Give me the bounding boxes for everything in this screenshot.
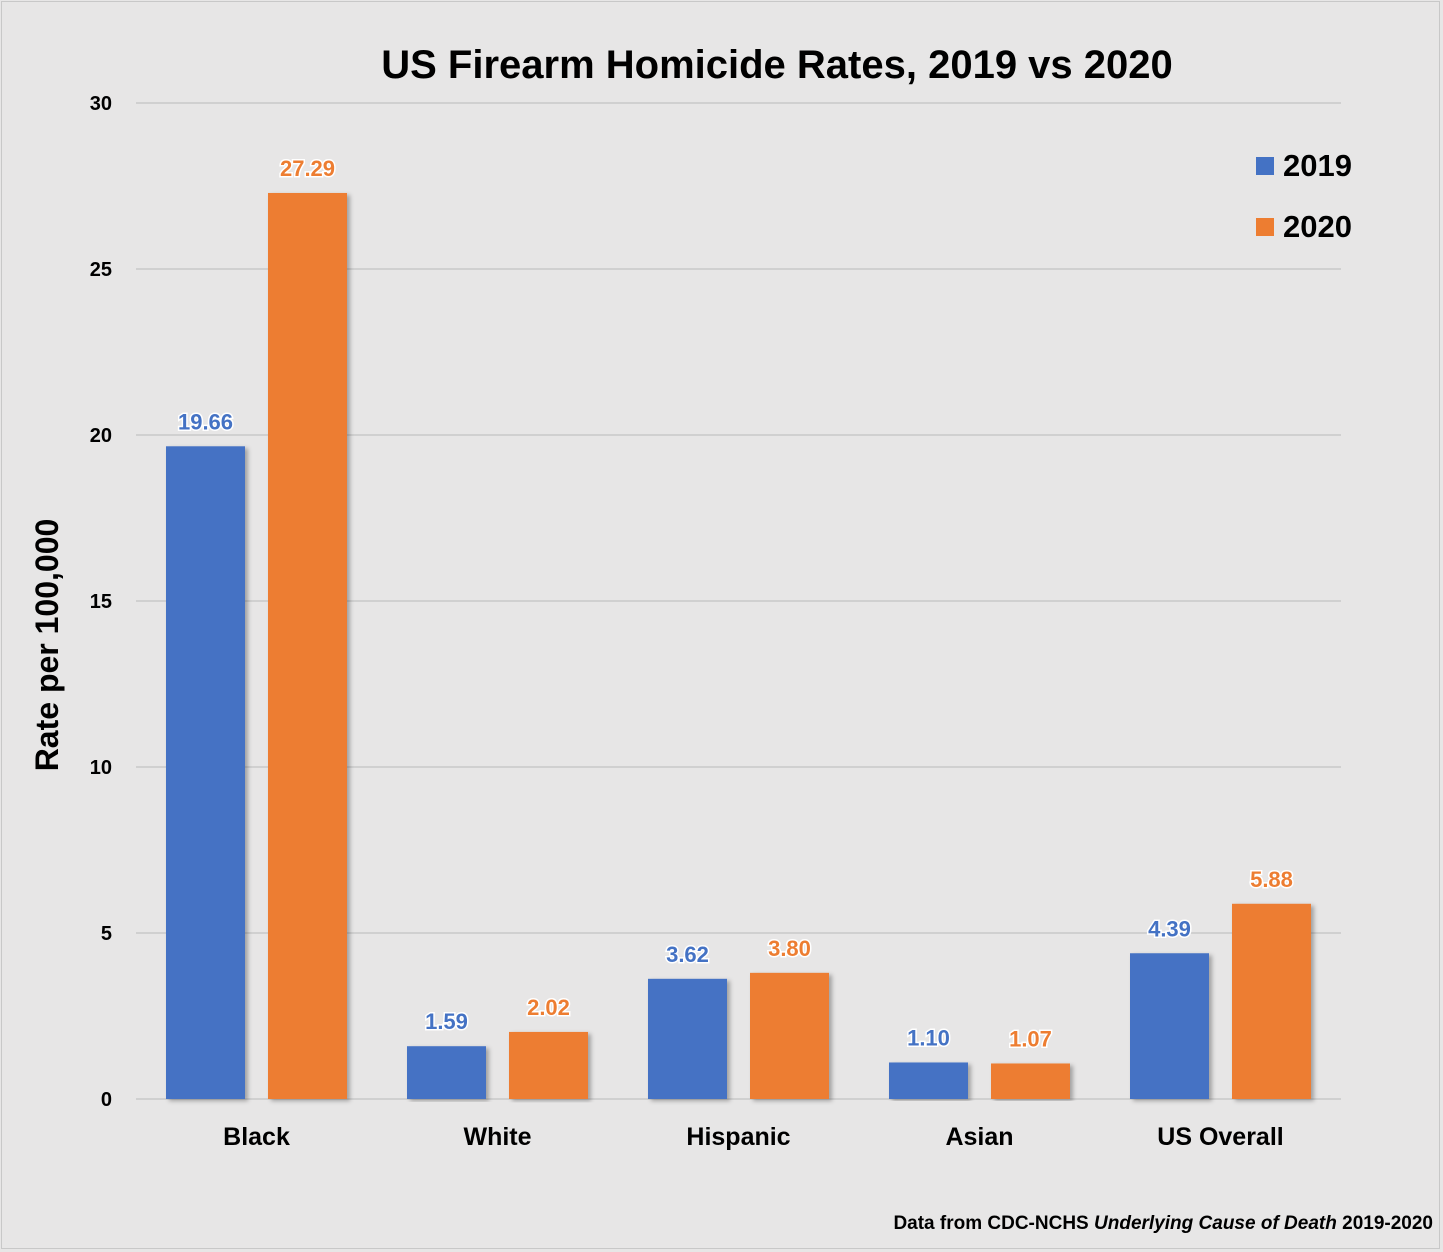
bars	[166, 192, 1311, 1100]
y-tick-label: 25	[90, 259, 112, 281]
y-tick-label: 30	[90, 93, 112, 115]
legend-swatch-2020	[1256, 218, 1274, 236]
bar-2020-asian	[991, 1063, 1070, 1099]
y-tick-label: 0	[101, 1089, 112, 1111]
bar-2020-black	[268, 192, 347, 1100]
y-tick-label: 5	[101, 923, 112, 945]
data-label: 4.39	[1148, 916, 1191, 941]
data-label: 1.59	[425, 1009, 468, 1034]
source-note: Data from CDC-NCHS Underlying Cause of D…	[893, 1213, 1433, 1234]
y-axis-ticks: 0 5 10 15 20 25 30	[90, 93, 112, 1111]
y-tick-label: 20	[90, 425, 112, 447]
bar-2019-white	[407, 1046, 486, 1099]
data-label: 3.62	[666, 942, 709, 967]
y-axis-label: Rate per 100,000	[29, 519, 65, 772]
bar-2019-asian	[889, 1062, 968, 1099]
x-tick-label: Hispanic	[686, 1123, 790, 1151]
data-label: 1.10	[907, 1025, 950, 1050]
bar-2020-hispanic	[750, 972, 829, 1099]
bar-2020-us-overall	[1232, 903, 1311, 1099]
x-tick-label: Black	[223, 1123, 290, 1151]
data-label: 27.29	[280, 156, 335, 181]
bar-2020-white	[509, 1031, 588, 1099]
legend-swatch-2019	[1256, 157, 1274, 175]
legend-label-2020: 2020	[1283, 209, 1352, 244]
bar-2019-hispanic	[648, 978, 727, 1099]
bar-2019-black	[166, 446, 245, 1100]
data-label: 2.02	[527, 995, 570, 1020]
data-labels: 19.66 27.29 1.59 2.02 3.62 3.80 1.10 1.07 4.39 5.…	[176, 154, 1294, 1053]
x-tick-label: Asian	[945, 1123, 1013, 1151]
chart-title: US Firearm Homicide Rates, 2019 vs 2020	[381, 43, 1173, 87]
x-tick-label: US Overall	[1157, 1123, 1283, 1151]
y-tick-label: 15	[90, 591, 112, 613]
data-label: 3.80	[768, 936, 811, 961]
legend-label-2019: 2019	[1283, 148, 1352, 183]
legend: 2019 2020	[1256, 148, 1352, 244]
y-tick-label: 10	[90, 757, 112, 779]
x-tick-label: White	[463, 1123, 531, 1151]
bar-2019-us-overall	[1130, 953, 1209, 1099]
x-axis-ticks: Black White Hispanic Asian US Overall	[223, 1123, 1284, 1151]
data-label: 1.07	[1009, 1026, 1052, 1051]
data-label: 5.88	[1250, 867, 1293, 892]
data-label: 19.66	[178, 409, 233, 434]
